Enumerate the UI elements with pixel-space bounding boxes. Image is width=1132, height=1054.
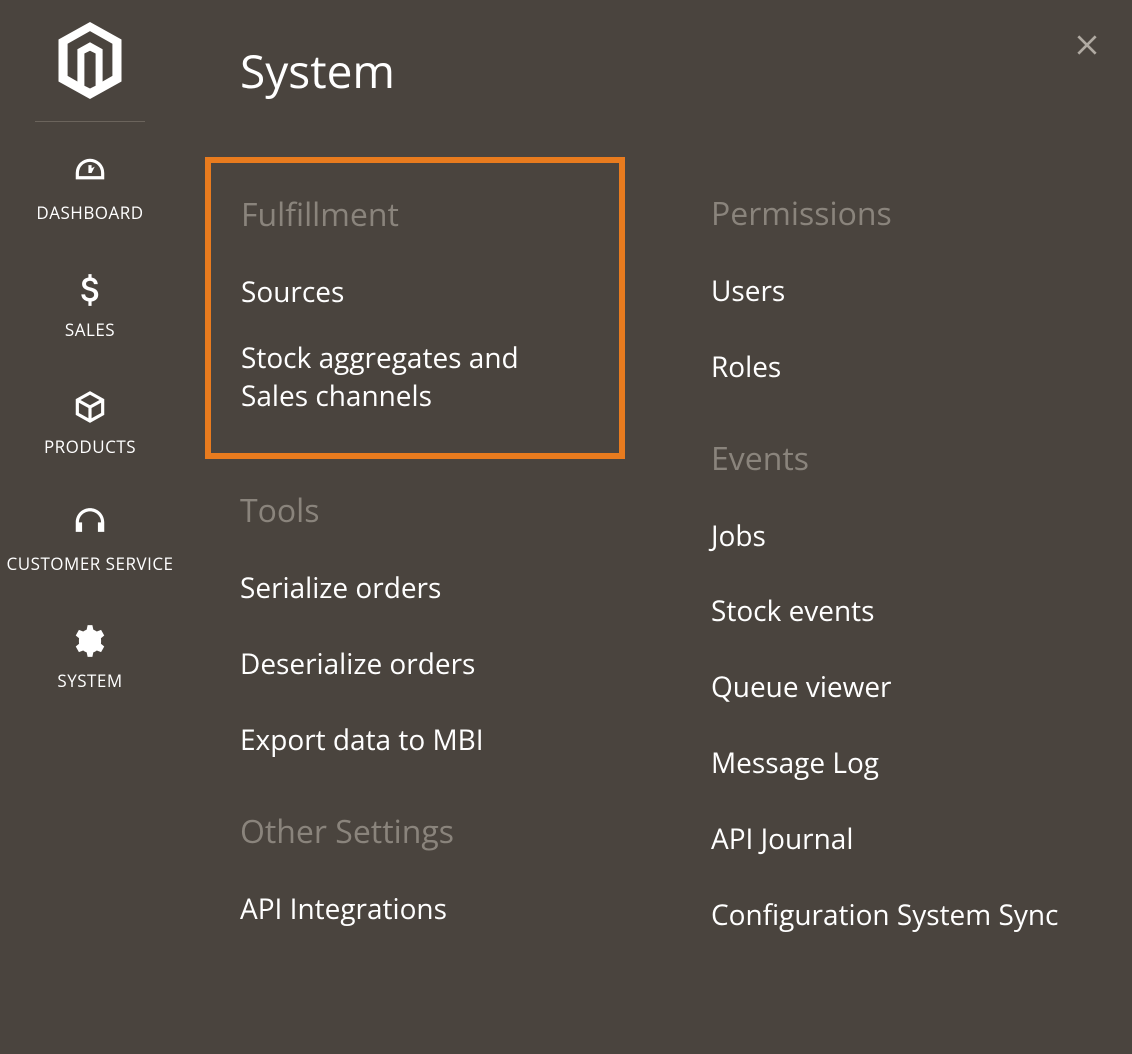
- box-icon: [69, 386, 111, 428]
- dollar-icon: [69, 269, 111, 311]
- menu-api-journal[interactable]: API Journal: [711, 821, 1102, 859]
- section-title-events: Events: [711, 437, 1102, 480]
- menu-jobs[interactable]: Jobs: [711, 518, 1102, 556]
- menu-stock-aggregates[interactable]: Stock aggregates and Sales channels: [241, 340, 589, 416]
- section-title-permissions: Permissions: [711, 192, 1102, 235]
- section-other-settings: Other Settings API Integrations: [240, 810, 631, 929]
- menu-deserialize-orders[interactable]: Deserialize orders: [240, 646, 631, 684]
- headset-icon: [69, 503, 111, 545]
- column-right: Permissions Users Roles Events Jobs Stoc…: [711, 192, 1102, 984]
- close-button[interactable]: [1072, 30, 1102, 60]
- main-panel: System Fulfillment Sources Stock aggrega…: [180, 0, 1132, 1054]
- magento-logo-icon: [55, 18, 125, 103]
- menu-users[interactable]: Users: [711, 273, 1102, 311]
- sidebar: DASHBOARD SALES PRODUCTS CUSTOMER SERVIC…: [0, 0, 180, 1054]
- nav-label: SYSTEM: [57, 670, 122, 692]
- menu-roles[interactable]: Roles: [711, 349, 1102, 387]
- nav-dashboard[interactable]: DASHBOARD: [0, 152, 180, 224]
- menu-export-mbi[interactable]: Export data to MBI: [240, 722, 631, 760]
- page-title: System: [210, 40, 1102, 102]
- app-root: DASHBOARD SALES PRODUCTS CUSTOMER SERVIC…: [0, 0, 1132, 1054]
- menu-columns: Fulfillment Sources Stock aggregates and…: [210, 192, 1102, 984]
- section-permissions: Permissions Users Roles: [711, 192, 1102, 387]
- nav-system[interactable]: SYSTEM: [0, 620, 180, 692]
- nav-customer-service[interactable]: CUSTOMER SERVICE: [0, 503, 180, 575]
- highlight-fulfillment: Fulfillment Sources Stock aggregates and…: [205, 157, 625, 459]
- magento-logo[interactable]: [55, 18, 125, 103]
- menu-queue-viewer[interactable]: Queue viewer: [711, 669, 1102, 707]
- nav-label: PRODUCTS: [44, 436, 136, 458]
- menu-stock-events[interactable]: Stock events: [711, 593, 1102, 631]
- menu-sources[interactable]: Sources: [241, 274, 589, 312]
- section-tools: Tools Serialize orders Deserialize order…: [240, 489, 631, 759]
- section-title-other: Other Settings: [240, 810, 631, 853]
- nav-sales[interactable]: SALES: [0, 269, 180, 341]
- dashboard-icon: [69, 152, 111, 194]
- sidebar-divider: [35, 121, 145, 122]
- nav-products[interactable]: PRODUCTS: [0, 386, 180, 458]
- gear-icon: [69, 620, 111, 662]
- menu-api-integrations[interactable]: API Integrations: [240, 891, 631, 929]
- column-left: Fulfillment Sources Stock aggregates and…: [240, 192, 631, 984]
- nav-label: CUSTOMER SERVICE: [7, 553, 174, 575]
- nav-label: DASHBOARD: [36, 202, 143, 224]
- menu-config-sync[interactable]: Configuration System Sync: [711, 897, 1102, 935]
- close-icon: [1074, 32, 1100, 58]
- section-title-fulfillment: Fulfillment: [241, 193, 589, 236]
- section-title-tools: Tools: [240, 489, 631, 532]
- menu-message-log[interactable]: Message Log: [711, 745, 1102, 783]
- menu-serialize-orders[interactable]: Serialize orders: [240, 570, 631, 608]
- section-events: Events Jobs Stock events Queue viewer Me…: [711, 437, 1102, 935]
- nav-label: SALES: [65, 319, 115, 341]
